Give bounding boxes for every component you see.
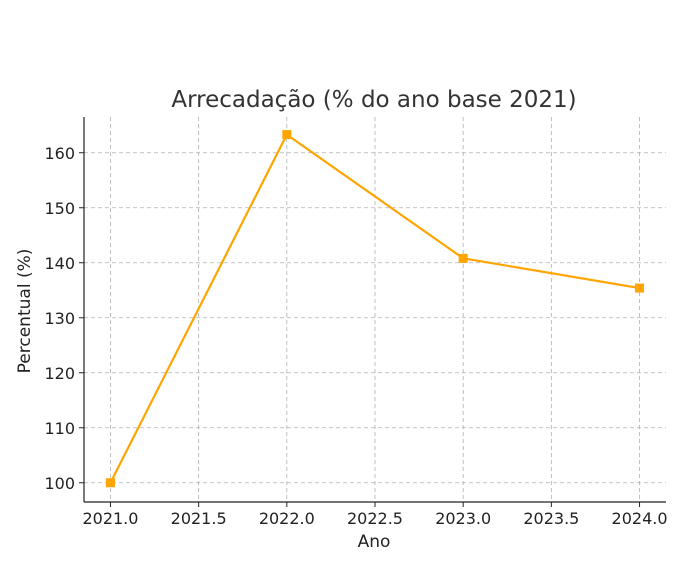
x-tick-label: 2023.5 xyxy=(523,509,579,528)
x-tick-label: 2022.5 xyxy=(347,509,403,528)
y-tick-label: 100 xyxy=(44,474,75,493)
grid-lines xyxy=(84,117,666,502)
y-tick-label: 150 xyxy=(44,199,75,218)
data-point-marker xyxy=(282,130,292,140)
data-point-marker xyxy=(105,478,115,488)
data-point-marker xyxy=(635,283,645,293)
y-tick-label: 160 xyxy=(44,144,75,163)
series-line xyxy=(109,133,640,484)
y-tick-label: 130 xyxy=(44,309,75,328)
x-axis-ticks: 2021.0 2021.5 2022.0 2022.5 2023.0 2023.5 2024… xyxy=(82,502,668,528)
series-group xyxy=(105,130,645,488)
y-axis-ticks: 100 110 120 130 140 150 160 xyxy=(44,144,84,493)
x-tick-label: 2021.5 xyxy=(171,509,227,528)
y-axis-label: Percentual (%) xyxy=(15,249,35,374)
x-tick-label: 2021.0 xyxy=(82,509,138,528)
y-tick-label: 140 xyxy=(44,254,75,273)
x-tick-label: 2022.0 xyxy=(259,509,315,528)
x-tick-label: 2023.0 xyxy=(435,509,491,528)
x-tick-label: 2024.0 xyxy=(612,509,668,528)
data-point-marker xyxy=(458,253,468,263)
y-tick-label: 120 xyxy=(44,364,75,383)
y-tick-label: 110 xyxy=(44,419,75,438)
chart-title: Arrecadação (% do ano base 2021) xyxy=(171,87,576,113)
x-axis-label: Ano xyxy=(358,532,391,552)
